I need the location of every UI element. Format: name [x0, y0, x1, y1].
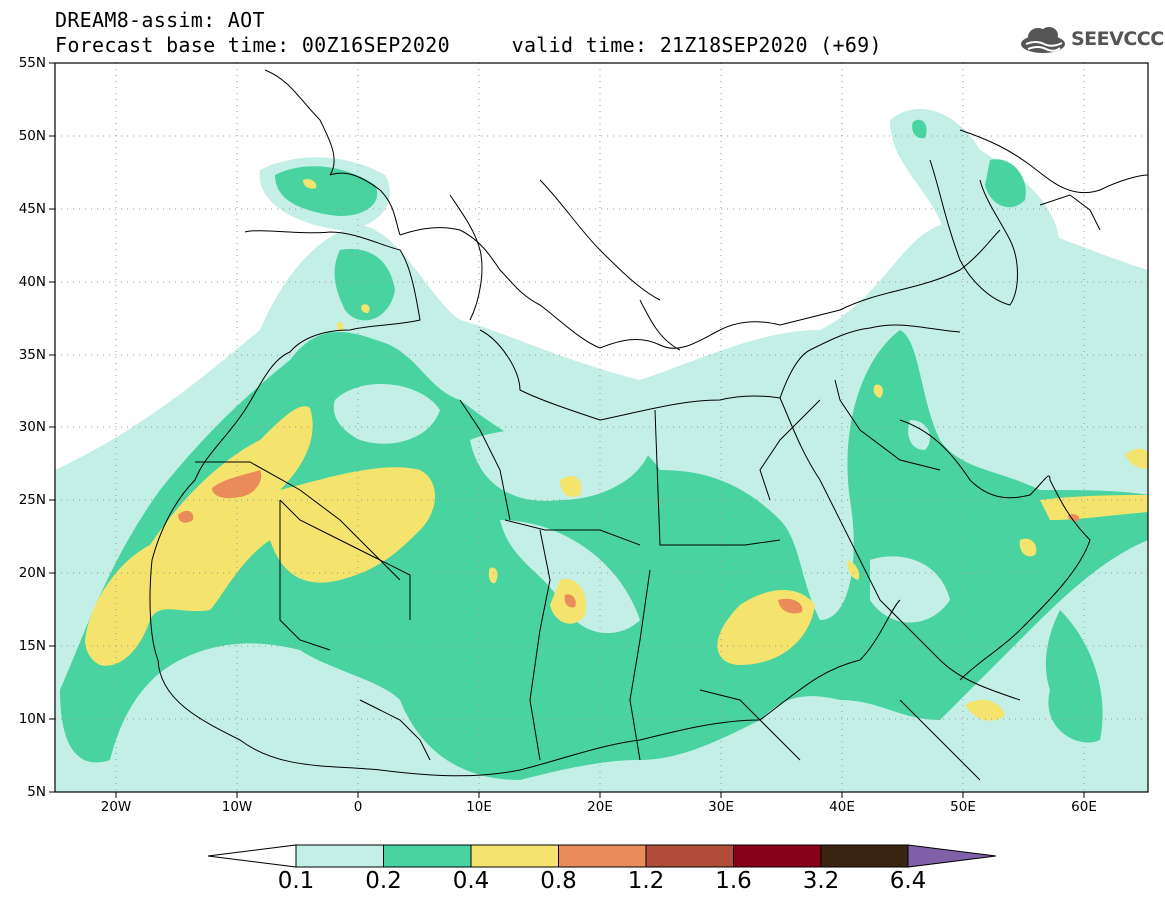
cloud-icon	[1021, 27, 1065, 53]
colorbar-label: 1.2	[627, 868, 665, 894]
lat-label: 20N	[18, 565, 46, 581]
colorbar-swatch	[295, 844, 384, 868]
lon-label: 10W	[221, 799, 253, 815]
forecast-time-label: Forecast base time: 00Z16SEP2020 valid t…	[55, 33, 882, 57]
colorbar	[207, 844, 997, 868]
lat-label: 35N	[18, 347, 46, 363]
lon-label: 0	[353, 799, 363, 815]
tick-marks	[49, 62, 1085, 798]
coastlines	[149, 69, 1148, 781]
colorbar-label: 0.1	[277, 868, 315, 894]
colorbar-arrow-high	[907, 844, 997, 868]
lon-label: 60E	[1071, 799, 1097, 815]
graticule	[55, 63, 1148, 792]
lat-label: 55N	[18, 55, 46, 71]
lon-label: 10E	[466, 799, 492, 815]
lat-label: 45N	[18, 201, 46, 217]
colorbar-label: 1.6	[715, 868, 752, 894]
seevccc-logo: SEEVCCC	[1018, 24, 1164, 56]
colorbar-label: 0.4	[452, 868, 490, 894]
logo-text: SEEVCCC	[1071, 28, 1164, 50]
lon-label: 20E	[587, 799, 613, 815]
colorbar-label: 0.8	[540, 868, 577, 894]
colorbar-label: 0.2	[365, 868, 402, 894]
lon-label: 20W	[100, 799, 132, 815]
lon-label: 30E	[708, 799, 734, 815]
lon-label: 40E	[829, 799, 855, 815]
colorbar-swatch	[470, 844, 559, 868]
lat-label: 25N	[18, 492, 46, 508]
colorbar-swatch	[558, 844, 647, 868]
lat-label: 40N	[18, 274, 46, 290]
colorbar-label: 3.2	[802, 868, 840, 894]
map-title: DREAM8-assim: AOT	[55, 8, 265, 32]
lat-label: 15N	[18, 638, 46, 654]
colorbar-swatch	[820, 844, 909, 868]
lat-label: 10N	[18, 711, 46, 727]
lon-label: 50E	[950, 799, 976, 815]
colorbar-swatch	[733, 844, 822, 868]
colorbar-label: 6.4	[889, 868, 927, 894]
lat-label: 50N	[18, 128, 46, 144]
colorbar-swatch	[645, 844, 734, 868]
colorbar-arrow-low	[207, 844, 297, 868]
lat-label: 30N	[18, 419, 46, 435]
lat-label: 5N	[27, 784, 46, 800]
colorbar-swatch	[383, 844, 472, 868]
aot-level-0.8	[178, 470, 1080, 614]
